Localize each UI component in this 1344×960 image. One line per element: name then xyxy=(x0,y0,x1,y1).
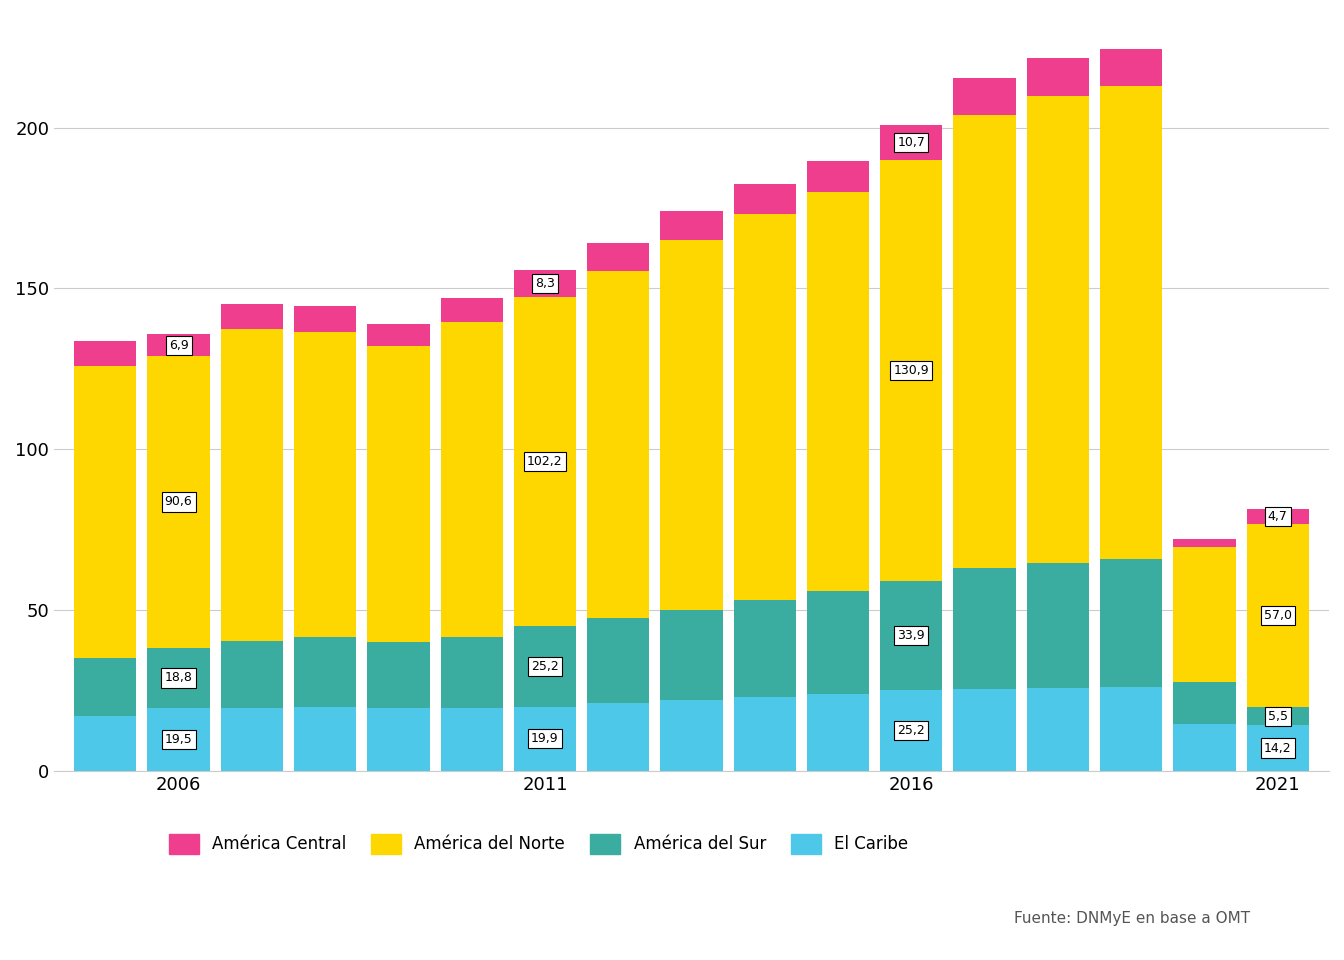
Bar xyxy=(880,126,942,159)
Legend: América Central, América del Norte, América del Sur, El Caribe: América Central, América del Norte, Amér… xyxy=(161,828,915,861)
Bar xyxy=(220,328,284,640)
Bar xyxy=(1247,725,1309,771)
Text: 10,7: 10,7 xyxy=(898,136,925,149)
Bar xyxy=(1027,688,1089,771)
Bar xyxy=(734,697,796,771)
Bar xyxy=(880,581,942,690)
Text: 25,2: 25,2 xyxy=(531,660,559,673)
Bar xyxy=(734,214,796,600)
Bar xyxy=(220,640,284,708)
Bar xyxy=(587,704,649,771)
Text: 25,2: 25,2 xyxy=(898,724,925,737)
Text: 18,8: 18,8 xyxy=(164,671,192,684)
Bar xyxy=(367,642,430,708)
Bar xyxy=(1173,540,1235,547)
Bar xyxy=(587,243,649,271)
Bar xyxy=(74,659,137,716)
Text: 102,2: 102,2 xyxy=(527,455,563,468)
Bar xyxy=(367,708,430,771)
Bar xyxy=(806,590,870,694)
Bar xyxy=(660,610,723,700)
Bar xyxy=(513,271,577,297)
Bar xyxy=(953,114,1016,568)
Bar xyxy=(806,694,870,771)
Bar xyxy=(660,240,723,610)
Text: 19,9: 19,9 xyxy=(531,732,559,745)
Text: 19,5: 19,5 xyxy=(165,733,192,746)
Text: 8,3: 8,3 xyxy=(535,277,555,290)
Bar xyxy=(587,271,649,618)
Bar xyxy=(660,700,723,771)
Bar xyxy=(74,342,137,366)
Bar xyxy=(587,618,649,704)
Bar xyxy=(148,708,210,771)
Text: Fuente: DNMyE en base a OMT: Fuente: DNMyE en base a OMT xyxy=(1013,911,1250,926)
Bar xyxy=(148,334,210,356)
Bar xyxy=(806,161,870,192)
Text: 14,2: 14,2 xyxy=(1263,741,1292,755)
Bar xyxy=(513,297,577,626)
Bar xyxy=(220,708,284,771)
Text: 130,9: 130,9 xyxy=(894,364,929,376)
Bar xyxy=(1027,563,1089,688)
Bar xyxy=(1099,559,1163,687)
Bar xyxy=(734,600,796,697)
Text: 4,7: 4,7 xyxy=(1267,510,1288,523)
Bar xyxy=(441,298,503,323)
Bar xyxy=(806,192,870,590)
Text: 57,0: 57,0 xyxy=(1263,610,1292,622)
Bar xyxy=(1027,58,1089,96)
Bar xyxy=(1173,547,1235,683)
Bar xyxy=(1247,509,1309,524)
Bar xyxy=(294,332,356,637)
Bar xyxy=(441,708,503,771)
Bar xyxy=(953,689,1016,771)
Bar xyxy=(294,306,356,332)
Bar xyxy=(1099,687,1163,771)
Bar xyxy=(734,184,796,214)
Bar xyxy=(513,707,577,771)
Bar xyxy=(1247,524,1309,708)
Bar xyxy=(880,159,942,581)
Bar xyxy=(294,707,356,771)
Bar xyxy=(1099,85,1163,559)
Bar xyxy=(1173,724,1235,771)
Bar xyxy=(1247,708,1309,725)
Bar xyxy=(953,568,1016,689)
Bar xyxy=(513,626,577,707)
Bar xyxy=(74,716,137,771)
Bar xyxy=(1173,683,1235,724)
Bar xyxy=(1027,96,1089,563)
Bar xyxy=(367,324,430,347)
Text: 33,9: 33,9 xyxy=(898,629,925,642)
Bar xyxy=(953,78,1016,114)
Bar xyxy=(441,637,503,708)
Text: 5,5: 5,5 xyxy=(1267,709,1288,723)
Text: 6,9: 6,9 xyxy=(169,339,188,351)
Text: 90,6: 90,6 xyxy=(165,495,192,509)
Bar xyxy=(367,347,430,642)
Bar xyxy=(148,648,210,708)
Bar xyxy=(1099,49,1163,85)
Bar xyxy=(74,366,137,659)
Bar xyxy=(441,323,503,637)
Bar xyxy=(660,211,723,240)
Bar xyxy=(148,356,210,648)
Bar xyxy=(294,637,356,707)
Bar xyxy=(220,304,284,328)
Bar xyxy=(880,690,942,771)
